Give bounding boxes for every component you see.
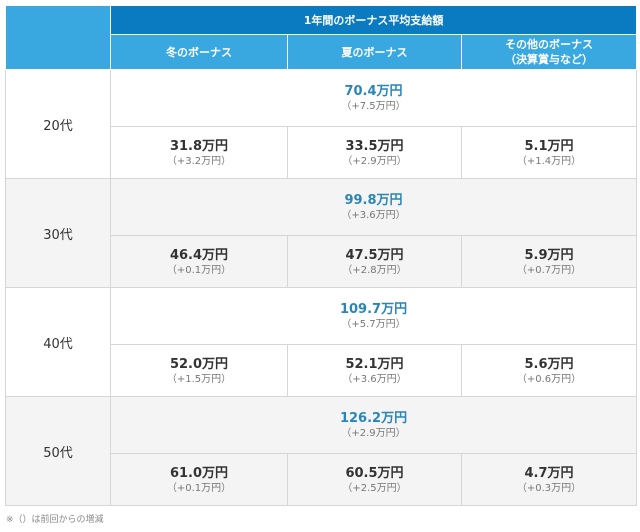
winter-cell: 46.4万円 （+0.1万円）: [110, 235, 288, 288]
other-value: 5.6万円: [524, 356, 574, 372]
table-row: 30代 99.8万円 （+3.6万円）: [5, 178, 638, 288]
col-winter: 冬のボーナス: [110, 34, 288, 70]
summer-value: 60.5万円: [345, 465, 404, 481]
age-label: 50代: [5, 396, 111, 506]
winter-value: 46.4万円: [169, 247, 229, 263]
total-value: 99.8万円: [344, 193, 403, 208]
age-label: 20代: [5, 69, 111, 179]
summer-cell: 47.5万円 （+2.8万円）: [287, 235, 462, 288]
summer-change: （+2.8万円）: [342, 264, 407, 276]
table-row: 20代 70.4万円 （+7.5万円）: [5, 69, 638, 179]
winter-value: 61.0万円: [169, 465, 229, 481]
total-cell: 109.7万円 （+5.7万円）: [109, 287, 638, 345]
total-change: （+3.6万円）: [341, 210, 406, 221]
table-row: 52.0万円 （+1.5万円） 52.1万円 （+3.6万円） 5.6万円 （+0.6万円…: [6, 344, 638, 397]
total-value: 70.4万円: [344, 84, 403, 99]
total-change: （+7.5万円）: [341, 101, 406, 112]
summer-change: （+3.6万円）: [342, 373, 407, 385]
total-cell: 126.2万円 （+2.9万円）: [109, 396, 638, 454]
winter-cell: 31.8万円 （+3.2万円）: [110, 126, 288, 179]
total-change: （+5.7万円）: [341, 319, 406, 330]
total-change: （+2.9万円）: [341, 428, 406, 439]
other-change: （+1.4万円）: [516, 155, 582, 167]
other-cell: 5.1万円 （+1.4万円）: [460, 126, 638, 179]
footnote: ※（）は前回からの増減: [6, 515, 104, 525]
summer-cell: 60.5万円 （+2.5万円）: [287, 453, 462, 506]
winter-change: （+3.2万円）: [166, 155, 232, 167]
table-row: 50代 126.2万円 （+2.9万円）: [5, 396, 638, 506]
summer-value: 52.1万円: [345, 356, 404, 372]
col-other-line1: その他のボーナス: [505, 38, 594, 51]
age-label: 30代: [5, 178, 111, 288]
winter-cell: 61.0万円 （+0.1万円）: [110, 453, 288, 506]
summer-change: （+2.9万円）: [342, 155, 407, 167]
total-value: 126.2万円: [339, 411, 408, 426]
summer-cell: 33.5万円 （+2.9万円）: [287, 126, 462, 179]
winter-change: （+0.1万円）: [166, 482, 232, 494]
summer-value: 33.5万円: [345, 138, 404, 154]
other-cell: 5.6万円 （+0.6万円）: [460, 344, 638, 397]
other-change: （+0.6万円）: [516, 373, 582, 385]
table-title: 1年間のボーナス平均支給額: [109, 5, 638, 35]
col-other-line2: （決算賞与など）: [505, 53, 594, 66]
winter-change: （+1.5万円）: [166, 373, 232, 385]
winter-cell: 52.0万円 （+1.5万円）: [110, 344, 288, 397]
table-row: 40代 109.7万円 （+5.7万円）: [5, 287, 638, 397]
other-value: 4.7万円: [524, 465, 574, 481]
total-value: 109.7万円: [339, 302, 408, 317]
col-other: その他のボーナス （決算賞与など）: [460, 34, 638, 70]
other-value: 5.9万円: [524, 247, 574, 263]
summer-change: （+2.5万円）: [342, 482, 407, 494]
summer-cell: 52.1万円 （+3.6万円）: [287, 344, 462, 397]
table-row: 61.0万円 （+0.1万円） 60.5万円 （+2.5万円） 4.7万円 （+0.3万円…: [6, 453, 638, 506]
other-cell: 5.9万円 （+0.7万円）: [460, 235, 638, 288]
total-cell: 99.8万円 （+3.6万円）: [109, 178, 638, 236]
other-cell: 4.7万円 （+0.3万円）: [460, 453, 638, 506]
total-cell: 70.4万円 （+7.5万円）: [109, 69, 638, 127]
age-label: 40代: [5, 287, 111, 397]
header-corner: [5, 5, 111, 70]
bonus-table: 1年間のボーナス平均支給額 冬のボーナス 夏のボーナス その他のボーナス （決算賞…: [5, 5, 638, 506]
summer-value: 47.5万円: [345, 247, 404, 263]
other-value: 5.1万円: [524, 138, 574, 154]
winter-value: 52.0万円: [169, 356, 229, 372]
other-change: （+0.7万円）: [516, 264, 582, 276]
other-change: （+0.3万円）: [516, 482, 582, 494]
winter-value: 31.8万円: [169, 138, 229, 154]
col-summer: 夏のボーナス: [287, 34, 462, 70]
winter-change: （+0.1万円）: [166, 264, 232, 276]
